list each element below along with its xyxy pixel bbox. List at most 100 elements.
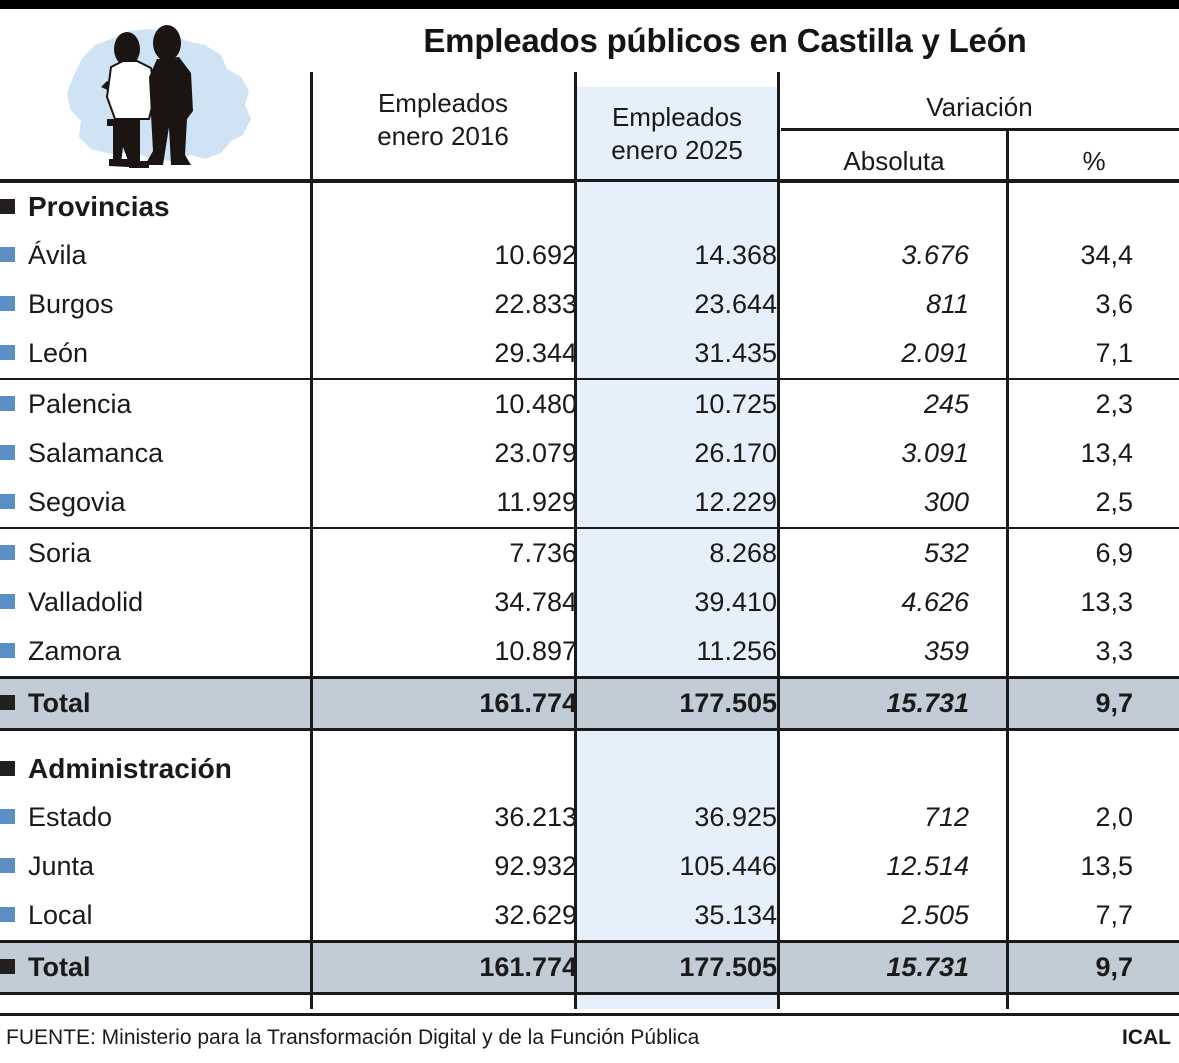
table-row: Soria 7.736 8.268 532 6,9 (0, 528, 1179, 578)
section-title-text: Administración (28, 752, 232, 784)
column-header-2025-line2: enero 2025 (611, 135, 743, 166)
empty-cell (0, 730, 312, 745)
row-bullet-icon (0, 345, 15, 360)
table-row: Palencia 10.480 10.725 245 2,3 (0, 379, 1179, 429)
cell-2025: 12.229 (577, 478, 777, 529)
column-header-2025-line1: Empleados (611, 102, 743, 132)
column-header-variacion: Variación (926, 92, 1033, 122)
cell-absolute: 4.626 (901, 587, 969, 617)
table-row: Ávila 10.692 14.368 3.676 34,4 (0, 231, 1179, 280)
row-label: Salamanca (28, 438, 164, 468)
page-title: Empleados públicos en Castilla y León (423, 22, 1027, 59)
cell-percent: 34,4 (1080, 240, 1133, 270)
cell-2016: 32.629 (494, 900, 577, 930)
cell-2016: 10.692 (494, 240, 577, 270)
row-bullet-icon (0, 643, 15, 658)
cell-2016: 23.079 (494, 438, 577, 468)
row-label-cell: Junta (0, 842, 312, 891)
two-public-workers-over-castilla-y-leon-map-icon (45, 15, 270, 180)
footer: FUENTE: Ministerio para la Transformació… (0, 1022, 1179, 1063)
section-title-text: Provincias (28, 190, 170, 222)
column-rule-4 (1006, 128, 1009, 1009)
empty-cell (1009, 730, 1179, 745)
table-row: Zamora 10.897 11.256 359 3,3 (0, 627, 1179, 678)
cell-2025: 36.925 (694, 802, 777, 832)
total-2016: 161.774 (312, 940, 577, 995)
column-header-2025: Empleados enero 2025 (577, 87, 777, 191)
cell-absolute: 3.091 (901, 438, 969, 468)
row-label: Junta (28, 851, 95, 881)
cell-absolute: 712 (923, 802, 969, 832)
cell-percent: 13,4 (1080, 438, 1133, 468)
cell-percent: 6,9 (1095, 538, 1133, 568)
cell-2025: 8.268 (709, 538, 777, 568)
section-bullet-icon (0, 198, 15, 214)
table-row: Junta 92.932 105.446 12.514 13,5 (0, 842, 1179, 891)
cell-2016: 22.833 (494, 289, 577, 319)
cell-2016: 34.784 (494, 587, 577, 617)
top-rule (0, 0, 1179, 9)
total-percent: 9,7 (1009, 676, 1179, 731)
column-rule-3 (777, 72, 780, 1009)
highlight-column-2025 (577, 182, 777, 1009)
section-header-row: Administración (0, 744, 1179, 793)
column-header-2016-line1: Empleados (377, 88, 509, 118)
cell-2025: 26.170 (694, 438, 777, 468)
cell-2016: 7.736 (509, 538, 577, 568)
row-label-cell: Burgos (0, 280, 312, 329)
cell-2016: 92.932 (494, 851, 577, 881)
column-header-absoluta: Absoluta (843, 146, 945, 176)
row-bullet-icon (0, 247, 15, 262)
cell-2025: 39.410 (694, 587, 777, 617)
cell-percent: 3,3 (1095, 636, 1133, 666)
table-row: León 29.344 31.435 2.091 7,1 (0, 329, 1179, 380)
empty-cell (777, 730, 1009, 745)
header-band: Empleados públicos en Castilla y León Em… (0, 9, 1179, 191)
cell-percent: 13,3 (1080, 587, 1133, 617)
table-body: Provincias Ávila 10.692 14.368 3.676 34,… (0, 182, 1179, 995)
row-label: Soria (28, 538, 92, 568)
section-bullet-icon (0, 760, 15, 776)
credit-label: ICAL (1122, 1026, 1171, 1049)
footer-rule (0, 1013, 1179, 1016)
cell-percent: 2,5 (1009, 478, 1179, 529)
cell-absolute: 2.505 (901, 900, 969, 930)
empty-cell (312, 744, 577, 793)
row-bullet-icon (0, 858, 15, 873)
column-header-2016-line2: enero 2016 (377, 121, 509, 152)
empty-cell (577, 744, 777, 793)
total-label-cell: Total (0, 940, 312, 995)
row-bullet-icon (0, 809, 15, 824)
column-rule-1 (310, 72, 313, 1009)
cell-absolute: 811 (925, 289, 969, 319)
total-absolute: 15.731 (777, 676, 1009, 731)
row-label: Local (28, 900, 93, 930)
empty-cell (1009, 182, 1179, 231)
row-label: León (28, 338, 89, 368)
source-note: FUENTE: Ministerio para la Transformació… (6, 1026, 700, 1049)
section-title-cell: Provincias (0, 182, 312, 231)
total-2025: 177.505 (577, 940, 777, 995)
variacion-split-rule (781, 128, 1179, 131)
empty-cell (577, 730, 777, 745)
total-label: Total (28, 952, 91, 982)
cell-absolute: 359 (923, 636, 969, 666)
table-row: Segovia 11.929 12.229 300 2,5 (0, 478, 1179, 529)
row-bullet-icon (0, 396, 15, 411)
total-row: Total 161.774 177.505 15.731 9,7 (0, 676, 1179, 731)
row-label-cell: Local (0, 891, 312, 942)
cell-2016: 10.480 (494, 389, 577, 419)
row-label: Estado (28, 802, 113, 832)
cell-absolute: 245 (923, 389, 969, 419)
cell-absolute: 2.091 (777, 329, 1009, 380)
cell-2025: 23.644 (694, 289, 777, 319)
row-label-cell: Zamora (0, 627, 312, 678)
row-bullet-icon (0, 594, 15, 609)
empty-cell (312, 182, 577, 231)
cell-2016: 10.897 (494, 636, 577, 666)
row-bullet-icon (0, 296, 15, 311)
table-row: Salamanca 23.079 26.170 3.091 13,4 (0, 429, 1179, 478)
cell-percent: 7,1 (1009, 329, 1179, 380)
total-label-cell: Total (0, 676, 312, 731)
